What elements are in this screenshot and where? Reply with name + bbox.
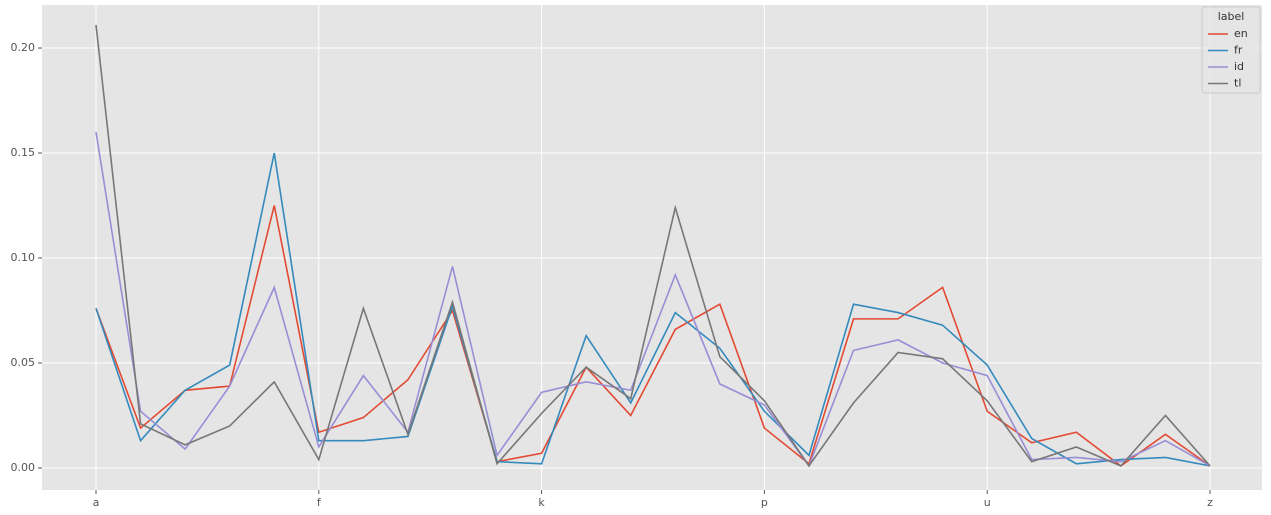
plot-background — [42, 5, 1262, 490]
series-line — [95, 131, 1211, 468]
series-line — [95, 152, 1211, 467]
x-tick-label: p — [761, 496, 768, 509]
x-tick-label: a — [93, 496, 100, 509]
x-tick-label: u — [984, 496, 991, 509]
legend-label: tl — [1234, 77, 1241, 90]
y-tick-label: 0.20 — [11, 41, 36, 54]
legend-title: label — [1218, 10, 1245, 23]
y-tick-label: 0.10 — [11, 251, 36, 264]
legend-label: id — [1234, 60, 1244, 73]
y-tick-label: 0.15 — [11, 146, 36, 159]
x-tick-label: f — [317, 496, 322, 509]
legend-box — [1201, 6, 1261, 94]
series-line — [95, 205, 1211, 467]
x-tick-label: z — [1207, 496, 1213, 509]
x-tick-label: k — [538, 496, 545, 509]
y-tick-label: 0.00 — [11, 461, 36, 474]
legend-label: fr — [1234, 44, 1243, 57]
series-line — [95, 24, 1211, 468]
y-tick-label: 0.05 — [11, 356, 36, 369]
legend-label: en — [1234, 27, 1248, 40]
